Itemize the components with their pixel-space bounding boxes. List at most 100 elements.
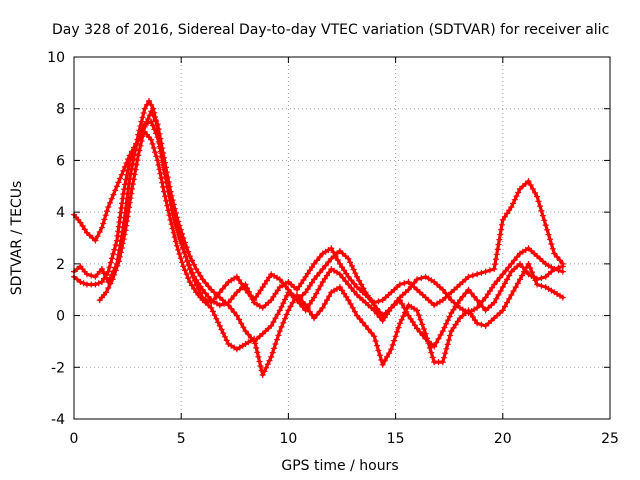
plus-marker	[271, 345, 278, 352]
plus-marker	[285, 307, 292, 314]
plus-marker	[527, 182, 534, 188]
plus-marker	[371, 333, 378, 340]
plus-marker	[148, 101, 155, 108]
plus-marker	[149, 122, 156, 129]
plus-marker	[435, 335, 442, 342]
plus-marker	[155, 161, 162, 168]
plus-marker	[324, 297, 330, 304]
plus-marker	[129, 181, 136, 188]
plus-marker	[479, 304, 486, 310]
plus-marker	[315, 286, 322, 293]
plus-marker	[545, 231, 552, 238]
plus-marker	[379, 361, 386, 368]
plus-marker	[108, 195, 115, 202]
plus-marker	[416, 328, 423, 335]
plus-marker	[319, 266, 326, 272]
plus-marker	[538, 282, 545, 289]
plus-marker	[253, 344, 260, 351]
plus-marker	[525, 260, 532, 267]
plus-marker	[389, 341, 396, 348]
plus-marker	[163, 169, 170, 176]
plus-marker	[349, 304, 356, 311]
plus-marker	[506, 272, 513, 279]
plus-marker	[515, 189, 522, 196]
plus-marker	[118, 245, 125, 251]
plus-marker	[443, 320, 450, 327]
plus-marker	[356, 277, 363, 284]
plus-marker	[110, 191, 117, 198]
plus-marker	[418, 275, 425, 282]
plus-marker	[225, 302, 232, 309]
plus-marker	[122, 181, 129, 188]
plus-marker	[319, 279, 326, 285]
plus-marker	[148, 136, 155, 143]
plus-marker	[173, 214, 180, 221]
plus-marker	[121, 231, 128, 238]
plus-marker	[141, 105, 148, 112]
plus-marker	[496, 274, 503, 281]
plus-marker	[401, 280, 408, 287]
plus-marker	[462, 290, 469, 297]
plus-marker	[185, 261, 192, 268]
plus-marker	[123, 222, 130, 229]
plus-marker	[511, 196, 518, 203]
plus-marker	[221, 333, 228, 340]
plus-marker	[450, 324, 457, 331]
plus-marker	[311, 276, 318, 283]
plus-marker	[486, 288, 493, 294]
plus-marker	[168, 192, 175, 199]
plus-marker	[375, 298, 382, 305]
plus-marker	[279, 279, 286, 286]
plus-marker	[326, 269, 333, 276]
plus-marker	[233, 273, 240, 280]
plus-marker	[330, 249, 337, 256]
plus-marker	[171, 205, 178, 212]
plus-marker	[248, 335, 255, 341]
plus-marker	[350, 266, 357, 273]
plus-marker	[195, 269, 202, 276]
plus-marker	[396, 320, 403, 327]
plus-marker	[345, 281, 352, 288]
plus-marker	[122, 227, 129, 234]
plus-marker	[356, 316, 363, 322]
plus-marker	[514, 254, 521, 260]
plus-marker	[172, 238, 179, 245]
plus-marker	[314, 272, 320, 279]
plus-marker	[156, 166, 163, 173]
plus-marker	[512, 284, 519, 291]
plus-marker	[274, 287, 281, 294]
plus-marker	[209, 308, 216, 315]
plus-marker	[547, 236, 553, 243]
plus-marker	[136, 147, 143, 154]
plus-marker	[124, 167, 131, 173]
plus-marker	[166, 183, 173, 190]
plus-marker	[482, 268, 489, 275]
plus-marker	[316, 269, 323, 276]
plus-marker	[505, 264, 512, 271]
x-tick-label: 10	[279, 431, 297, 447]
plus-marker	[150, 145, 157, 151]
plus-marker	[191, 261, 198, 268]
plus-marker	[409, 319, 416, 325]
plus-marker	[167, 216, 174, 223]
y-axis-label: SDTVAR / TECUs	[9, 181, 25, 296]
plus-marker	[190, 273, 196, 280]
plus-marker	[152, 116, 159, 123]
plus-marker	[276, 307, 283, 314]
plus-marker	[411, 322, 418, 329]
plus-marker	[322, 262, 329, 269]
plus-marker	[255, 353, 262, 360]
plus-marker	[348, 285, 355, 291]
plus-marker	[115, 228, 122, 235]
plus-marker	[448, 310, 455, 316]
plus-marker	[98, 279, 105, 285]
plus-marker	[341, 290, 348, 297]
plus-marker	[143, 119, 150, 126]
plus-marker	[205, 283, 212, 290]
plus-marker	[376, 352, 383, 359]
plus-marker	[179, 230, 186, 237]
plus-marker	[268, 322, 275, 329]
plus-marker	[499, 271, 506, 278]
plus-marker	[343, 293, 350, 300]
plus-marker	[420, 326, 427, 332]
